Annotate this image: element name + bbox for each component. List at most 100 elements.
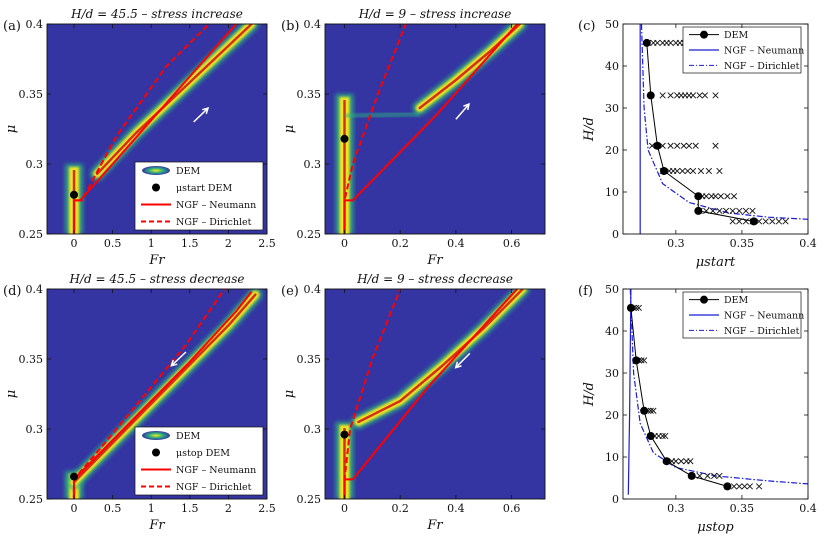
dem-mean-point <box>642 38 651 47</box>
dem-sample-cross <box>679 167 686 175</box>
ngf-dirichlet-line <box>640 24 808 220</box>
dem-sample-cross <box>724 193 731 200</box>
y-axis-label: μ <box>282 125 297 133</box>
plot-frame <box>324 288 546 500</box>
x-axis-label: μstop <box>697 520 734 535</box>
dem-sample-cross <box>722 207 730 215</box>
plot-frame <box>324 23 546 235</box>
x-tick-label: 0.4 <box>799 237 817 250</box>
chart-panel-c: DEM NGF – Neumann NGF – Dirichlet 0.3 0.35 0.… <box>578 18 817 270</box>
dem-sample-cross <box>635 304 642 312</box>
x-tick-label: 0.5 <box>104 237 122 250</box>
dem-sample-cross <box>716 472 723 480</box>
panel-title: H/d = 45.5 – stress decrease <box>69 272 245 286</box>
dem-sample-cross <box>704 472 711 480</box>
dem-sample-cross <box>647 407 654 414</box>
dem-mean-point <box>694 192 703 201</box>
plot-frame <box>622 288 809 500</box>
y-axis-label: μ <box>282 390 297 398</box>
dem-mean-point <box>632 356 641 365</box>
dem-sample-cross <box>736 218 743 225</box>
x-tick-label: 0 <box>71 502 78 515</box>
dem-mean-point <box>646 432 655 440</box>
y-tick-label: 30 <box>605 102 619 115</box>
x-tick-label: 2.5 <box>258 502 276 515</box>
y-tick-label: 0.35 <box>19 88 44 101</box>
y-tick-label: 0.3 <box>304 158 322 171</box>
legend-label: NGF – Dirichlet <box>176 482 252 493</box>
dem-sample-cross <box>716 207 723 215</box>
y-tick-label: 10 <box>605 451 619 464</box>
legend-label: NGF – Neumann <box>176 465 256 476</box>
dem-sample-cross <box>730 193 738 200</box>
legend-label: NGF – Neumann <box>724 46 804 57</box>
dem-sample-cross <box>782 218 789 225</box>
y-tick-label: 0.35 <box>19 353 44 366</box>
y-tick-label: 50 <box>605 18 619 31</box>
panel-title: H/d = 9 – stress increase <box>358 7 512 21</box>
dem-sample-cross <box>680 142 687 149</box>
y-tick-label: 0.35 <box>297 88 322 101</box>
plot-frame <box>622 23 809 235</box>
dem-sample-cross <box>746 483 753 490</box>
dem-sample-cross <box>667 142 674 149</box>
legend-label: DEM <box>724 30 749 41</box>
dem-sample-cross <box>696 92 703 99</box>
dem-sample-cross <box>736 207 743 215</box>
y-tick-label: 0.35 <box>297 353 322 366</box>
direction-arrow-head <box>202 107 210 115</box>
dem-band <box>72 293 257 484</box>
dem-mean-point <box>749 217 758 226</box>
dem-sample-cross <box>697 167 705 175</box>
y-tick-label: 0.4 <box>304 283 322 296</box>
direction-arrow-head <box>170 359 178 367</box>
legend-label: NGF – Neumann <box>176 200 256 211</box>
dem-sample-cross <box>775 218 783 225</box>
direction-arrow-head <box>454 361 462 369</box>
dem-sample-cross <box>705 167 713 175</box>
dem-sample-cross <box>730 483 738 490</box>
legend-label: NGF – Dirichlet <box>176 217 252 228</box>
x-tick-label: 0.6 <box>503 502 521 515</box>
ngf-dirichlet-line <box>343 289 402 499</box>
y-tick-label: 10 <box>605 186 619 199</box>
dem-sample-cross <box>716 167 723 175</box>
dem-mean-point <box>640 406 649 415</box>
panel-title: H/d = 9 – stress decrease <box>356 272 513 286</box>
x-tick-label: 0.4 <box>447 502 465 515</box>
panel-label: (c) <box>578 19 595 34</box>
panel-title: H/d = 45.5 – stress increase <box>70 7 243 21</box>
legend-label: μstop DEM <box>176 448 230 459</box>
dem-sample-cross <box>684 167 691 175</box>
y-tick-label: 0.3 <box>26 423 44 436</box>
legend-dem-dot-swatch <box>700 295 708 304</box>
dem-sample-cross <box>712 193 719 200</box>
dem-mean-point <box>694 206 703 215</box>
y-axis-label: μ <box>4 125 19 133</box>
y-tick-label: 30 <box>605 367 619 380</box>
dem-band <box>357 289 524 424</box>
legend-marker-swatch <box>152 183 160 192</box>
mu-marker <box>340 134 349 143</box>
x-tick-label: 0.4 <box>447 237 465 250</box>
y-tick-label: 20 <box>605 409 619 422</box>
dem-sample-cross <box>641 357 648 364</box>
dem-mean-point <box>646 91 655 100</box>
dem-sample-cross <box>703 193 710 200</box>
mu-marker <box>340 430 349 439</box>
heatmap-background <box>325 24 545 234</box>
x-axis-label: μstart <box>696 255 736 270</box>
y-tick-label: 0 <box>612 228 619 241</box>
dem-sample-cross <box>654 39 661 47</box>
x-tick-label: 1 <box>148 237 155 250</box>
legend-label: NGF – Dirichlet <box>724 61 800 72</box>
dem-sample-cross <box>667 39 674 47</box>
x-tick-label: 0.2 <box>391 502 409 515</box>
legend-label: μstart DEM <box>176 183 232 194</box>
dem-mean-point <box>653 141 662 150</box>
y-tick-label: 0.3 <box>26 158 44 171</box>
y-tick-label: 40 <box>605 325 619 338</box>
dem-sample-cross <box>650 407 657 414</box>
dem-sample-cross <box>712 92 719 99</box>
ngf-neumann-line <box>627 289 632 495</box>
